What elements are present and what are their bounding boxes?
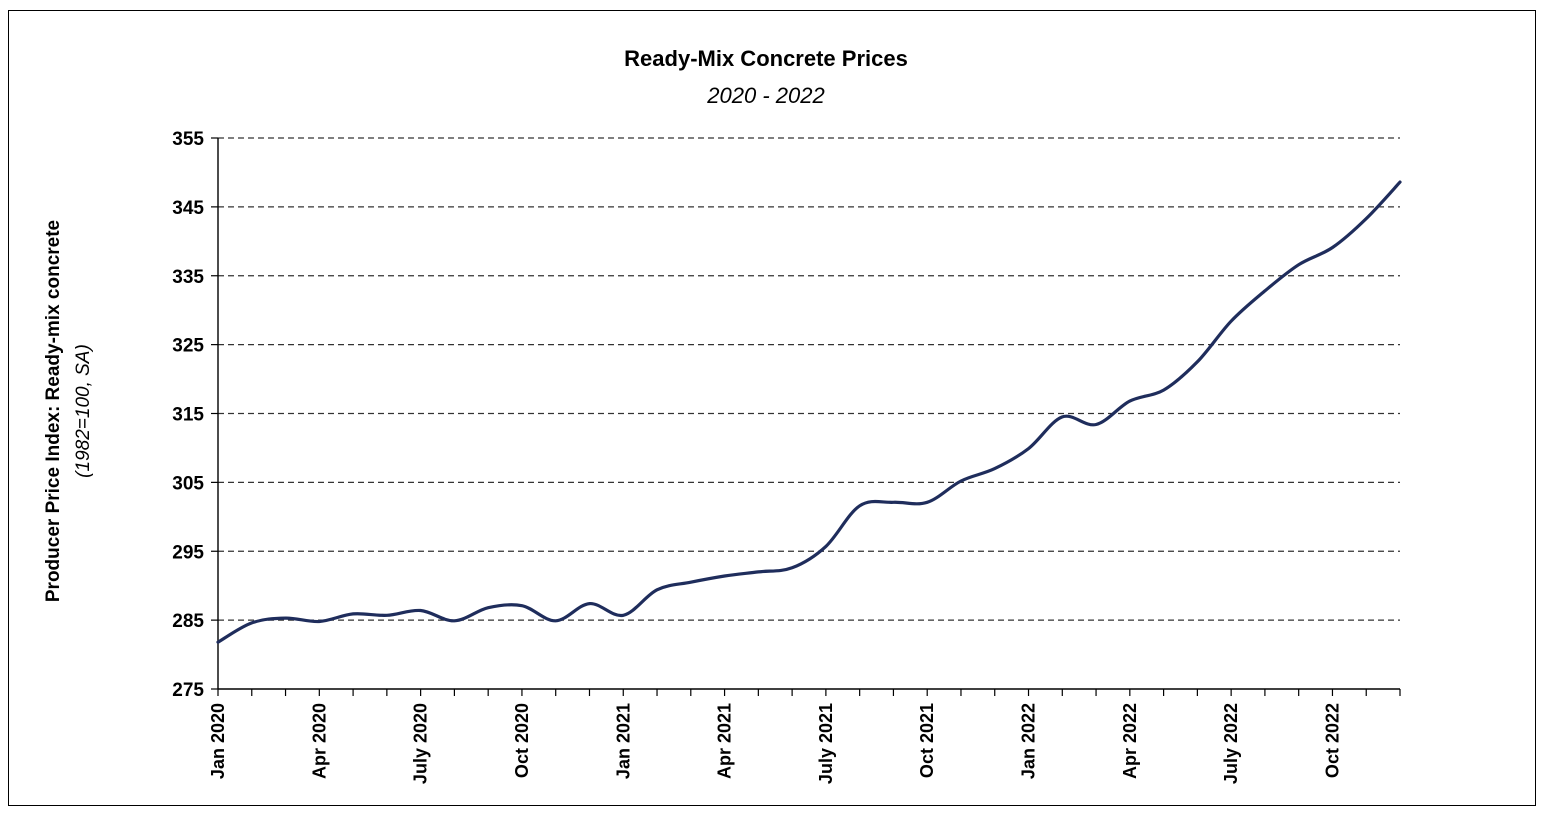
y-tick-label-285: 285 xyxy=(172,611,204,632)
x-tick-label-24: Jan 2022 xyxy=(1019,703,1039,779)
y-tick-label-305: 305 xyxy=(172,473,204,494)
chart-svg: Ready-Mix Concrete Prices 2020 - 2022 27… xyxy=(43,46,1402,784)
x-tick-labels: Jan 2020 Apr 2020 July 2020 Oct 2020 Jan 202… xyxy=(208,703,1342,784)
y-tick-label-335: 335 xyxy=(172,267,204,288)
x-tick-label-3: Apr 2020 xyxy=(309,703,329,779)
gridlines xyxy=(218,137,1400,621)
y-tick-label-275: 275 xyxy=(172,680,204,701)
chart-title: Ready-Mix Concrete Prices xyxy=(624,46,908,71)
x-tick-label-21: Oct 2021 xyxy=(917,703,937,778)
y-tick-label-315: 315 xyxy=(172,405,204,426)
x-tick-label-6: July 2020 xyxy=(411,703,431,784)
y-tick-label-345: 345 xyxy=(172,198,204,219)
chart-subtitle: 2020 - 2022 xyxy=(706,83,824,108)
x-tick-label-30: July 2022 xyxy=(1221,703,1241,784)
y-axis-label-note: (1982=100, SA) xyxy=(73,344,94,478)
axes xyxy=(211,137,1401,696)
y-tick-label-355: 355 xyxy=(172,129,204,150)
x-tick-label-15: Apr 2021 xyxy=(715,703,735,779)
y-tick-label-325: 325 xyxy=(172,336,204,357)
series-line xyxy=(216,180,1402,644)
x-tick-label-12: Jan 2021 xyxy=(613,703,633,779)
y-tick-label-295: 295 xyxy=(172,542,204,563)
chart-frame: Ready-Mix Concrete Prices 2020 - 2022 27… xyxy=(8,10,1536,806)
y-axis-label: Producer Price Index: Ready-mix concrete xyxy=(43,220,64,602)
y-tick-labels: 275 285 295 305 315 325 335 345 355 xyxy=(172,129,204,701)
x-tick-label-27: Apr 2022 xyxy=(1120,703,1140,779)
x-tick-label-18: July 2021 xyxy=(816,703,836,784)
x-tick-label-33: Oct 2022 xyxy=(1322,703,1342,778)
x-tick-label-0: Jan 2020 xyxy=(208,703,228,779)
x-tick-label-9: Oct 2020 xyxy=(512,703,532,778)
series-line-layer xyxy=(216,180,1402,644)
